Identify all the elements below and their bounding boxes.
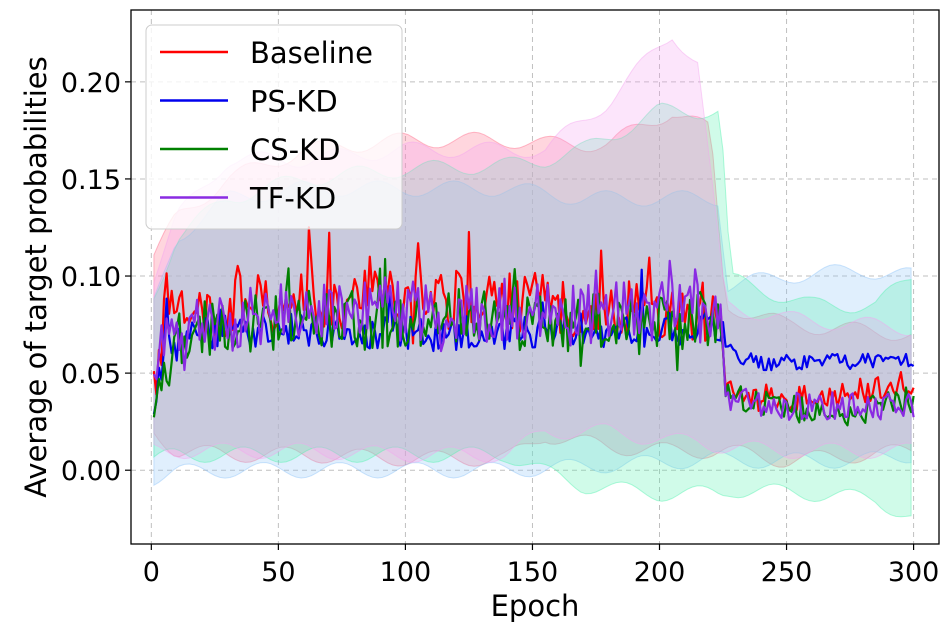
y-tick-label: 0.05 [61,359,121,390]
x-tick-label: 300 [888,557,940,588]
legend-label-tf-kd: TF-KD [249,182,336,216]
y-tick-label: 0.10 [61,262,121,293]
series-lines [152,226,915,427]
x-axis-ticks: 0 50 100 150 200 250 300 [143,544,940,588]
band-tf-kd [153,39,912,463]
legend-label-ps-kd: PS-KD [250,85,338,119]
y-tick-label: 0.00 [61,456,121,487]
x-tick-label: 0 [143,557,160,588]
legend-frame [145,24,403,230]
band-ps-kd [153,180,912,487]
legend-label-baseline: Baseline [250,36,373,70]
confidence-bands [153,39,912,518]
x-tick-label: 100 [380,557,432,588]
x-tick-label: 250 [761,557,813,588]
y-tick-label: 0.15 [61,165,121,196]
x-tick-label: 150 [507,557,559,588]
legend-label-cs-kd: CS-KD [250,133,340,167]
x-tick-label: 200 [634,557,686,588]
x-tick-label: 50 [261,557,295,588]
legend: Baseline PS-KD CS-KD TF-KD [145,24,403,230]
x-axis-label: Epoch [491,589,580,623]
y-axis-label: Average of target probabilities [19,56,53,497]
y-axis-ticks: 0.00 0.05 0.10 0.15 0.20 [61,68,131,487]
y-tick-label: 0.20 [61,68,121,99]
plot-frame [130,9,940,545]
series-line-tf-kd [152,259,915,421]
grid [131,10,939,544]
